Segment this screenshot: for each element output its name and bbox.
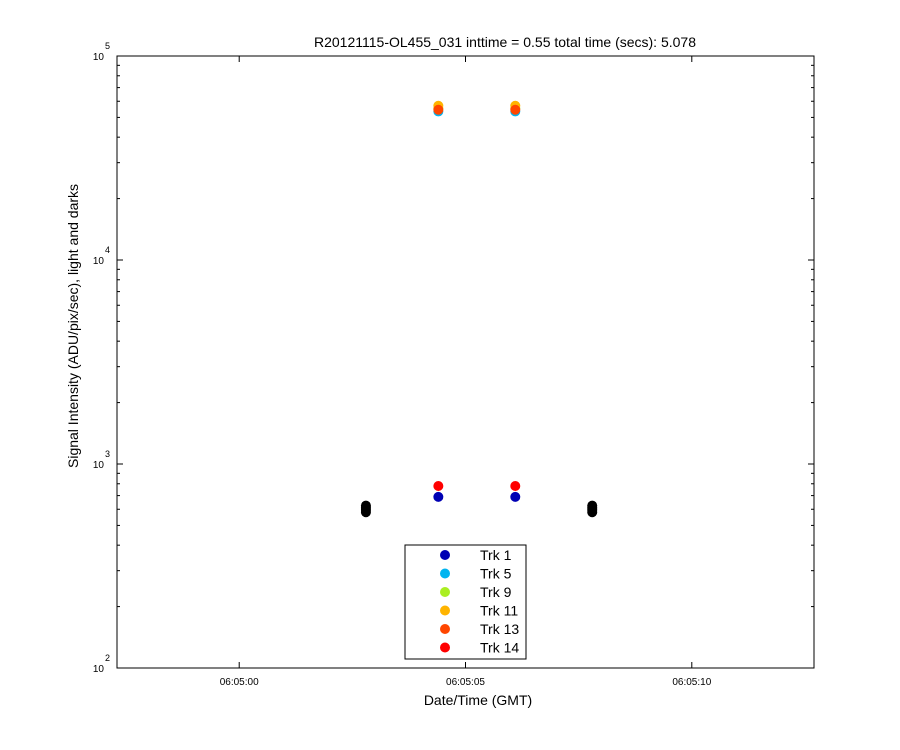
y-tick-exponent: 2 — [105, 653, 110, 663]
point-trk-14 — [433, 481, 444, 492]
point-trk-14 — [510, 481, 521, 492]
legend-marker — [440, 550, 450, 560]
y-tick-exponent: 5 — [105, 41, 110, 51]
legend-label: Trk 1 — [480, 547, 512, 563]
x-tick-label: 06:05:05 — [446, 677, 485, 688]
y-tick-label: 10 — [93, 52, 105, 63]
legend-box — [404, 544, 527, 660]
legend-marker — [440, 642, 450, 653]
x-tick-label: 06:05:00 — [220, 677, 259, 688]
x-axis-label: Date/Time (GMT) — [424, 692, 532, 708]
y-tick-label: 10 — [93, 460, 105, 471]
data-points — [360, 100, 598, 518]
y-tick-label: 10 — [93, 256, 105, 267]
legend-label: Trk 13 — [480, 621, 519, 637]
y-tick-exponent: 3 — [105, 449, 110, 459]
legend-label: Trk 11 — [480, 603, 518, 619]
legend-marker — [440, 624, 450, 634]
point-trk-13 — [510, 104, 521, 115]
y-tick-exponent: 4 — [105, 245, 110, 255]
axis-ticks — [117, 55, 814, 669]
legend-marker — [440, 605, 450, 616]
legend-marker — [440, 587, 450, 597]
legend-label: Trk 14 — [480, 640, 519, 656]
y-axis-label: Signal Intensity (ADU/pix/sec), light an… — [65, 184, 81, 468]
dark-point — [360, 500, 371, 511]
point-trk-1 — [510, 491, 521, 502]
y-tick-label: 10 — [93, 664, 105, 675]
legend-label: Trk 5 — [480, 566, 512, 582]
point-trk-1 — [433, 491, 444, 502]
legend-label: Trk 9 — [480, 584, 512, 600]
legend: Trk 1 Trk 5 Trk 9 Trk 11 Trk 13 Trk 14 — [404, 544, 527, 660]
dark-point — [587, 500, 598, 511]
chart-title: R20121115-OL455_031 inttime = 0.55 total… — [314, 34, 696, 50]
x-tick-label: 06:05:10 — [672, 677, 711, 688]
point-trk-13 — [433, 104, 444, 115]
legend-marker — [440, 568, 450, 579]
